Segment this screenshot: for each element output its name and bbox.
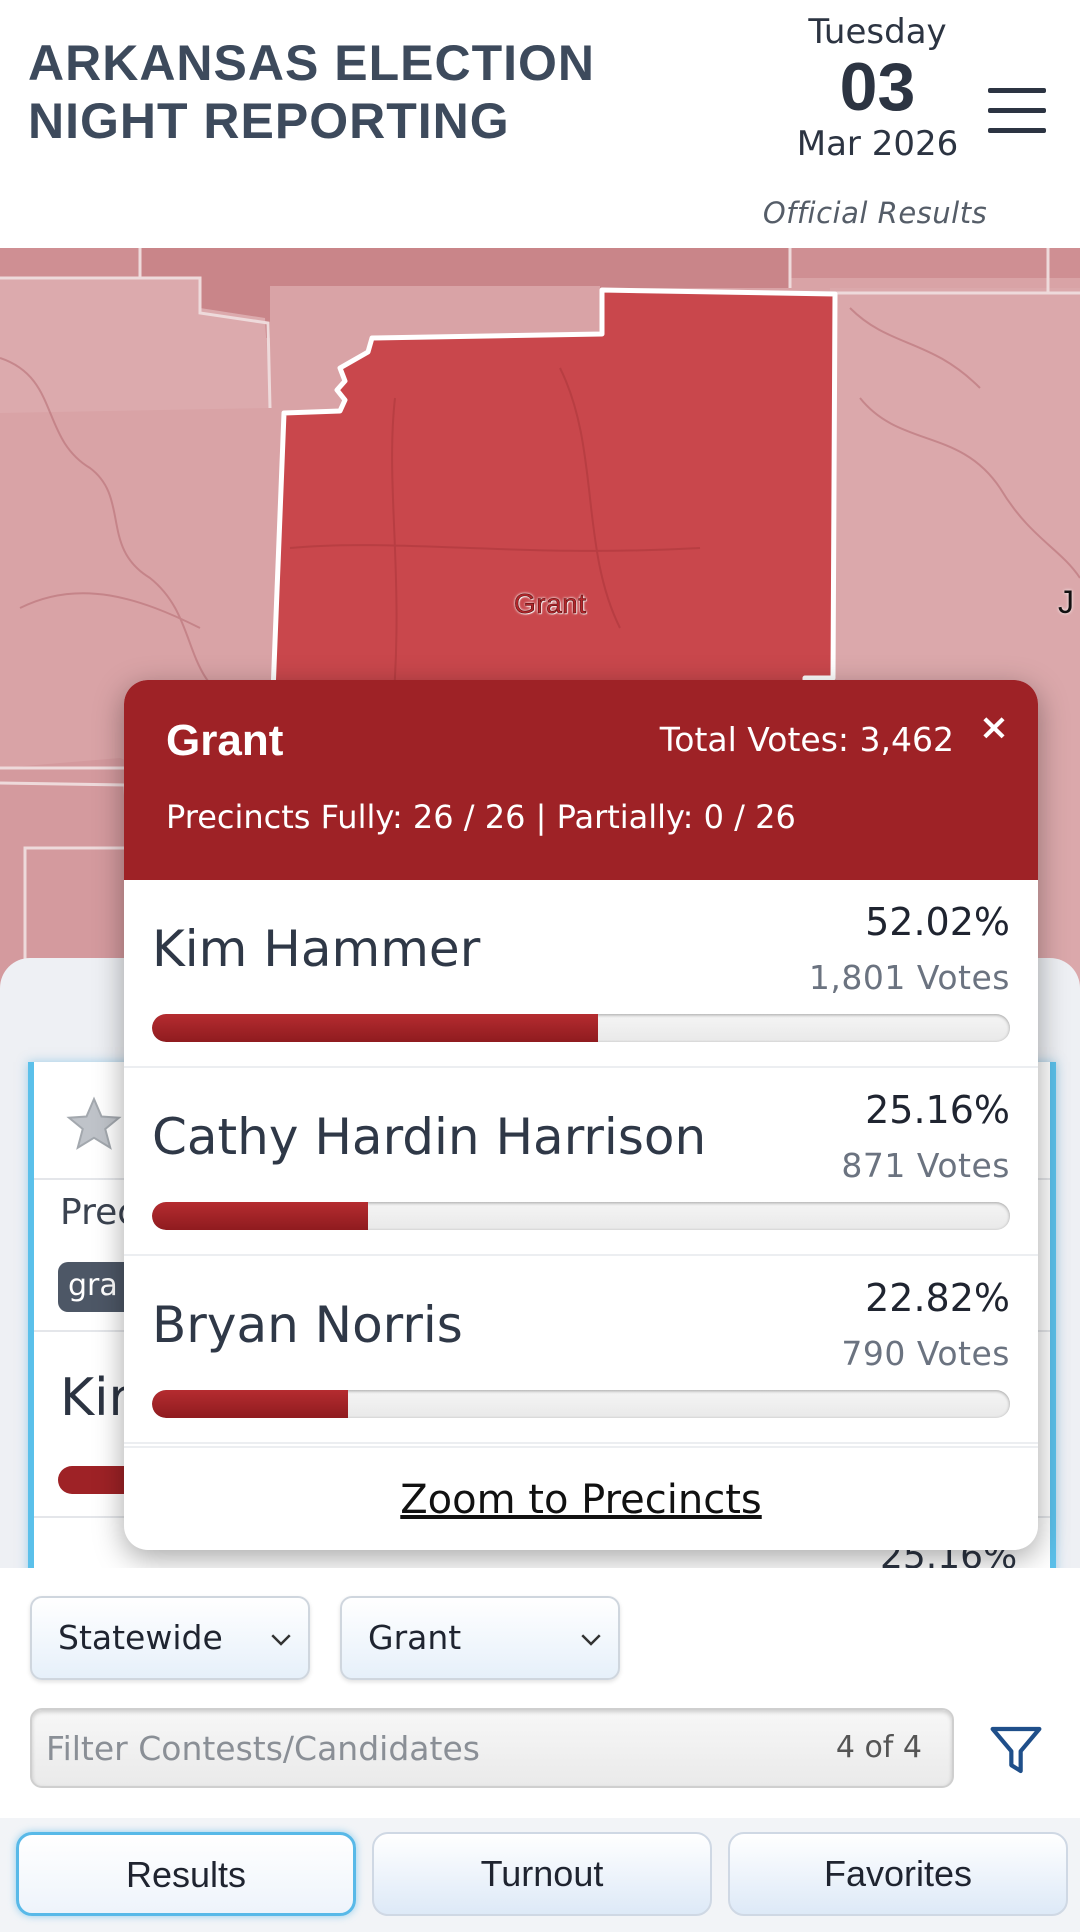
popup-header: Grant Total Votes: 3,462 × Precincts Ful… <box>124 680 1038 880</box>
candidate-votes: 871 Votes <box>841 1146 1010 1185</box>
scope-select[interactable]: Statewide <box>30 1596 310 1680</box>
candidate-percent: 25.16% <box>865 1088 1010 1132</box>
tab-results[interactable]: Results <box>16 1832 356 1916</box>
search-field[interactable]: 4 of 4 <box>30 1708 954 1788</box>
candidate-percent: 22.82% <box>865 1276 1010 1320</box>
vote-share-fill <box>152 1014 599 1042</box>
popup-total-votes: Total Votes: 3,462 <box>659 720 954 759</box>
search-result-count: 4 of 4 <box>835 1730 922 1765</box>
candidate-name: Cathy Hardin Harrison <box>152 1108 707 1166</box>
grant-county-shape[interactable] <box>269 287 838 721</box>
tab-favorites[interactable]: Favorites <box>728 1832 1068 1916</box>
county-results-popup: Grant Total Votes: 3,462 × Precincts Ful… <box>124 680 1038 1550</box>
candidate-row: Kim Hammer 52.02% 1,801 Votes <box>124 880 1038 1068</box>
zoom-to-precincts-link[interactable]: Zoom to Precincts <box>124 1446 1038 1550</box>
vote-share-bar <box>152 1014 1010 1042</box>
vote-share-fill <box>152 1390 348 1418</box>
county-select[interactable]: Grant <box>340 1596 620 1680</box>
map-county-label: Grant <box>514 588 587 620</box>
popup-precincts: Precincts Fully: 26 / 26 | Partially: 0 … <box>166 798 796 836</box>
vote-share-bar <box>152 1390 1010 1418</box>
vote-share-fill <box>152 1202 368 1230</box>
hamburger-menu-icon[interactable] <box>988 86 1046 136</box>
close-icon[interactable]: × <box>978 707 1010 748</box>
candidate-name: Bryan Norris <box>152 1296 463 1354</box>
app-header: ARKANSAS ELECTION NIGHT REPORTING Tuesda… <box>0 0 1080 248</box>
candidate-name: Kim Hammer <box>152 920 481 978</box>
filter-icon[interactable] <box>988 1722 1044 1778</box>
scope-select-value: Statewide <box>58 1618 223 1657</box>
chevron-down-icon <box>581 1634 601 1646</box>
candidate-votes: 1,801 Votes <box>808 958 1010 997</box>
search-input[interactable] <box>46 1720 806 1776</box>
date-weekday: Tuesday <box>808 12 947 52</box>
county-select-value: Grant <box>368 1618 462 1657</box>
candidate-votes: 790 Votes <box>841 1334 1010 1373</box>
app-title: ARKANSAS ELECTION NIGHT REPORTING <box>28 35 596 149</box>
date-month-year: Mar 2026 <box>796 124 959 164</box>
vote-share-bar <box>152 1202 1010 1230</box>
map-edge-label: J <box>1058 584 1074 620</box>
card-candidate-name: Kir <box>60 1368 130 1428</box>
favorite-star-icon[interactable] <box>64 1094 124 1154</box>
results-status: Official Results <box>762 196 988 230</box>
candidate-row: Bryan Norris 22.82% 790 Votes <box>124 1256 1038 1444</box>
date-day: 03 <box>839 49 916 125</box>
chevron-down-icon <box>271 1634 291 1646</box>
candidate-percent: 52.02% <box>865 900 1010 944</box>
tab-turnout[interactable]: Turnout <box>372 1832 712 1916</box>
candidate-row: Cathy Hardin Harrison 25.16% 871 Votes <box>124 1068 1038 1256</box>
election-date: Tuesday 03 Mar 2026 <box>790 12 965 166</box>
popup-county-name: Grant <box>166 716 284 765</box>
